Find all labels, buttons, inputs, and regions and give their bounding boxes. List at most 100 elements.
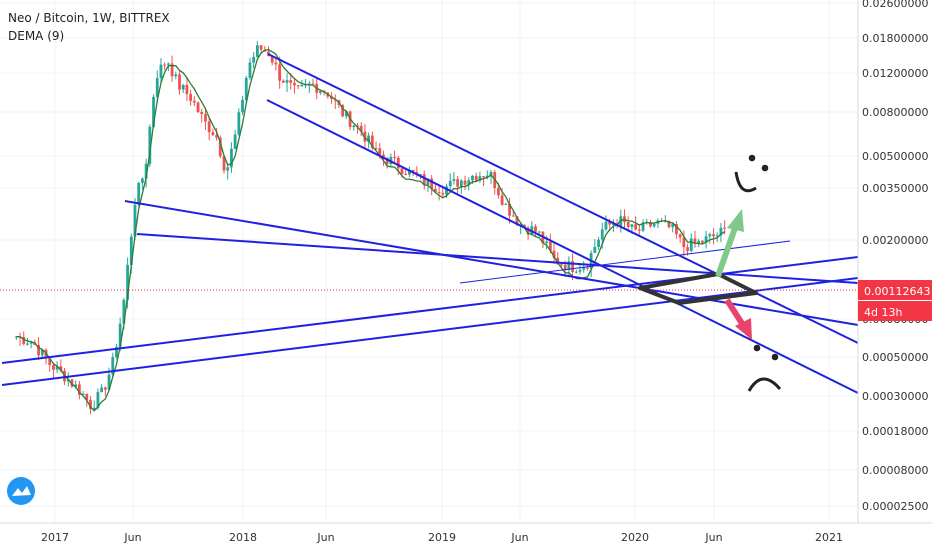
candle-body — [452, 179, 456, 181]
candle-body — [55, 366, 59, 370]
candle-body — [537, 231, 541, 233]
candle-body — [571, 261, 574, 272]
candle-body — [704, 236, 708, 243]
candle-body — [604, 221, 608, 230]
candle-body — [248, 62, 252, 78]
trendlines — [1, 53, 859, 394]
candle-body — [560, 264, 563, 266]
candle-body — [137, 182, 141, 205]
candle-body — [133, 204, 137, 237]
candle-body — [697, 240, 701, 243]
candle-body — [200, 111, 204, 115]
candle-body — [419, 174, 422, 176]
candle-body — [522, 224, 526, 228]
candle-body — [641, 222, 645, 231]
candle-body — [237, 112, 241, 135]
candle-body — [352, 125, 356, 128]
candle-body — [408, 169, 411, 175]
price-tick-label: 0.00500000 — [862, 150, 928, 163]
trendline-descending-top — [267, 53, 859, 344]
countdown-badge: 4d 13h — [858, 301, 932, 321]
candle-body — [252, 56, 256, 63]
candle-body — [600, 229, 604, 240]
candle-body — [166, 63, 170, 65]
current-price-value: 0.00112643 — [864, 285, 930, 298]
sad-face-icon — [747, 344, 782, 392]
candle-body — [22, 336, 26, 345]
candle-body — [185, 84, 189, 95]
candle-body — [608, 221, 612, 225]
candle-body — [207, 121, 211, 133]
candle-body — [59, 366, 63, 371]
candle-body — [289, 80, 293, 83]
candle-body — [474, 175, 478, 181]
candle-body — [482, 176, 485, 178]
candle-body — [637, 229, 641, 231]
happy-face-icon — [734, 154, 769, 193]
candle-body — [634, 224, 638, 230]
price-tick-label: 0.00800000 — [862, 106, 928, 119]
candle-body — [715, 235, 719, 237]
candle-body — [222, 156, 226, 171]
candle-body — [567, 261, 571, 271]
candle-body — [500, 195, 504, 205]
candle-body — [259, 45, 263, 50]
candle-body — [181, 84, 185, 90]
time-tick-label: 2017 — [41, 531, 69, 544]
arrow-up-icon — [715, 209, 744, 278]
candle-body — [100, 387, 104, 393]
trendline-resistance — [124, 200, 859, 326]
time-tick-label: 2018 — [229, 531, 257, 544]
candle-body — [255, 45, 259, 57]
candle-body — [385, 157, 389, 165]
tradingview-logo-icon[interactable] — [7, 477, 35, 505]
trendline-midline — [136, 233, 859, 284]
price-tick-label: 0.01800000 — [862, 32, 928, 45]
candle-body — [649, 221, 652, 227]
chart-title: Neo / Bitcoin, 1W, BITTREX — [8, 11, 170, 25]
candle-body — [111, 357, 115, 375]
candle-body — [141, 178, 144, 183]
current-price-badge: 0.00112643 — [858, 280, 932, 300]
price-tick-label: 0.00018000 — [862, 425, 928, 438]
time-tick-label: 2021 — [815, 531, 843, 544]
candle-body — [192, 100, 196, 103]
candle-body — [281, 80, 285, 83]
candle-body — [545, 241, 549, 244]
candle-body — [367, 135, 371, 142]
candle-body — [378, 148, 382, 155]
candle-body — [456, 179, 460, 187]
grid — [0, 0, 858, 523]
candle-body — [393, 157, 396, 159]
candle-body — [215, 135, 218, 138]
candle-body — [196, 102, 200, 112]
candle-body — [497, 188, 500, 196]
candle-body — [682, 237, 686, 248]
candle-body — [92, 407, 96, 410]
dema-line — [16, 49, 725, 412]
candle-body — [155, 78, 159, 97]
candle-body — [448, 180, 452, 187]
candle-body — [437, 192, 441, 194]
candle-body — [671, 224, 675, 228]
candle-body — [311, 83, 315, 85]
candle-body — [344, 111, 348, 117]
candle-body — [485, 175, 489, 178]
candle-body — [359, 126, 363, 132]
candle-body — [126, 264, 129, 300]
candle-body — [467, 180, 471, 185]
candle-body — [667, 220, 671, 228]
candle-body — [689, 238, 693, 252]
candle-body — [552, 250, 556, 258]
candle-body — [411, 169, 415, 173]
candle-body — [81, 393, 85, 395]
candle-body — [534, 226, 537, 232]
candle-body — [85, 393, 89, 400]
trendline-thin-channel — [459, 240, 791, 284]
candle-body — [40, 349, 44, 356]
candle-body — [478, 176, 482, 181]
candle-body — [233, 134, 237, 149]
candle-body — [504, 203, 508, 205]
